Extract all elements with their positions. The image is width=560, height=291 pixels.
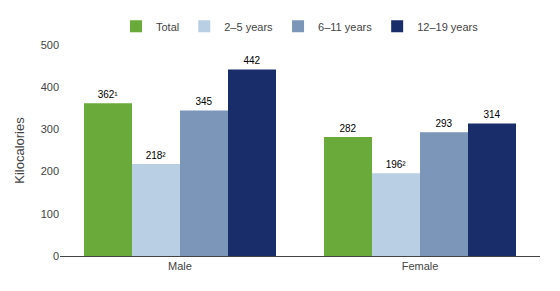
svg-text:300: 300 bbox=[41, 123, 59, 135]
svg-text:314: 314 bbox=[483, 109, 500, 120]
svg-text:100: 100 bbox=[41, 208, 59, 220]
svg-text:196²: 196² bbox=[386, 159, 407, 170]
svg-text:Total: Total bbox=[156, 21, 179, 33]
svg-text:282: 282 bbox=[339, 123, 356, 134]
svg-text:345: 345 bbox=[195, 96, 212, 107]
svg-text:362¹: 362¹ bbox=[98, 89, 119, 100]
svg-text:200: 200 bbox=[41, 165, 59, 177]
svg-text:2–5 years: 2–5 years bbox=[224, 21, 273, 33]
svg-text:400: 400 bbox=[41, 81, 59, 93]
svg-text:Kilocalories: Kilocalories bbox=[12, 117, 27, 184]
svg-text:218²: 218² bbox=[146, 150, 167, 161]
svg-text:Male: Male bbox=[168, 260, 192, 272]
svg-text:0: 0 bbox=[53, 250, 59, 262]
svg-text:293: 293 bbox=[435, 118, 452, 129]
svg-text:442: 442 bbox=[243, 55, 260, 66]
svg-text:Female: Female bbox=[402, 260, 439, 272]
svg-text:12–19 years: 12–19 years bbox=[417, 21, 478, 33]
svg-text:500: 500 bbox=[41, 39, 59, 51]
svg-text:6–11 years: 6–11 years bbox=[318, 21, 372, 33]
